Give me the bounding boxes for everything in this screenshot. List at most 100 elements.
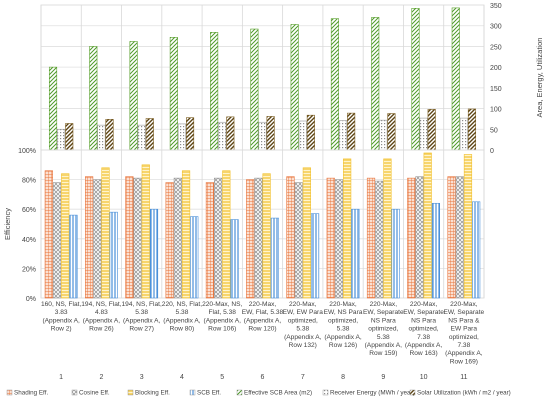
bar-hlines-yellow [262,173,271,299]
bar-vlines-blue [391,208,400,299]
case-label: 160, NS, Flat, 3.83 (Appendix A, Row 2) [41,301,81,333]
bar-grid-orange [326,177,335,299]
y-tick-label: 50 [490,127,498,134]
bar-grid-orange [407,177,416,299]
bar-dots [137,124,146,151]
legend-label: Effective SCB Area (m2) [244,390,312,397]
bar-diag-brown [306,114,315,151]
bar-diag-green [89,46,98,151]
bar-diag-green [290,24,299,151]
bar-vlines-blue [431,202,440,299]
bar-diag-green [129,41,138,151]
bar-vlines-blue [310,213,320,299]
bar-diag-green [451,7,460,151]
x-tick-label: 7 [301,374,305,381]
y-tick-label: 100% [18,148,36,155]
bar-dots [258,121,267,151]
x-tick-label: 1 [59,374,63,381]
case-label: 220-Max, EW, NS Para optimized, 5.38 (Append… [324,301,363,349]
legend-label: Blocking Eff. [135,390,170,397]
bar-cross-gray [294,182,303,299]
bar-hlines-yellow [423,152,432,299]
bar-cross-gray [133,177,142,299]
bar-vlines-blue [230,219,239,299]
case-label: 220-Max, EW, Separate NS Para optimized, 5.3… [363,301,404,357]
y-tick-label: 250 [490,44,502,51]
y-tick-label: 60% [22,207,36,214]
bar-diag-brown [347,112,356,151]
bar-cross-gray [173,177,182,299]
bar-diag-brown [186,117,195,151]
legend-swatch [71,389,78,396]
y-tick-label: 350 [490,3,502,10]
bar-grid-orange [366,177,376,299]
bar-diag-brown [65,123,74,151]
y-tick-label: 150 [490,86,502,93]
legend-swatch [189,389,196,396]
bar-diag-brown [427,109,436,151]
legend-label: Cosine Eff. [79,390,110,397]
y-axis-title: Efficiency [3,208,12,240]
case-label: 220-Max, EW, Separate NS Para optimized, 7.3… [403,301,444,357]
bar-hlines-yellow [383,158,392,299]
bar-diag-green [169,37,178,151]
bar-hlines-yellow [61,173,70,299]
x-tick-label: 8 [341,374,345,381]
case-label: 194, NS, Flat, 4.83 (Appendix A, Row 26) [81,301,121,333]
x-tick-label: 9 [381,374,385,381]
y-tick-label: 200 [490,65,502,72]
legend-label: Receiver Energy (MWh / year) [330,390,415,397]
x-tick-label: 2 [99,374,103,381]
y-tick-label: 300 [490,24,502,31]
bar-diag-green [371,17,380,151]
x-tick-label: 6 [261,374,265,381]
bar-vlines-blue [190,216,199,299]
case-label: 220-Max, EW, EW Para optimized, 5.38 (Append… [283,301,324,349]
y-tick-label: 20% [22,266,36,273]
y-axis-title: Area, Energy, Utilization [535,38,544,118]
bar-diag-green [210,32,219,151]
legend-label: Shading Eff. [14,390,48,397]
y-tick-label: 80% [22,178,36,185]
x-tick-label: 4 [180,374,184,381]
bar-dots [298,120,307,151]
bar-hlines-yellow [181,170,191,299]
y-tick-label: 0% [26,296,36,303]
bar-grid-orange [44,170,53,299]
bar-grid-orange [447,176,456,299]
bar-dots [218,121,227,151]
category-labels: 160, NS, Flat, 3.83 (Appendix A, Row 2)1194… [41,301,485,381]
bar-diag-green [330,18,339,151]
bar-dots [459,117,468,151]
bottom-panel: 0% 20% 40% 60% 80% 100% Efficiency [3,148,485,303]
bar-cross-gray [93,179,102,299]
bar-grid-orange [246,179,255,299]
bar-dots [57,128,66,151]
bar-hlines-yellow [101,167,110,299]
bar-grid-orange [205,182,215,299]
case-label: 220-Max, NS, Flat, 5.38 (Appendix A, Row 10… [202,301,242,333]
bar-hlines-yellow [343,158,352,299]
bar-grid-orange [85,176,94,299]
bar-dots [338,120,348,151]
bar-diag-brown [387,113,396,151]
x-tick-label: 11 [460,374,467,381]
bar-diag-brown [105,119,114,151]
bar-hlines-yellow [463,154,473,299]
legend-label: SCB Eff. [197,390,221,397]
bar-diag-brown [226,116,235,151]
bar-vlines-blue [149,208,159,299]
bar-diag-brown [145,118,154,151]
case-label: 194, NS, Flat, 5.38 (Appendix A, Row 27) [122,301,162,333]
bar-cross-gray [254,177,263,299]
bar-hlines-yellow [302,167,311,299]
bar-vlines-blue [270,217,279,299]
y-tick-label: 100 [490,107,502,114]
y-tick-label: 0 [490,148,494,155]
bar-cross-gray [455,176,464,299]
legend-swatch [322,389,329,396]
bar-hlines-yellow [141,164,150,299]
x-tick-label: 10 [420,374,428,381]
y-tick-label: 40% [22,237,36,244]
